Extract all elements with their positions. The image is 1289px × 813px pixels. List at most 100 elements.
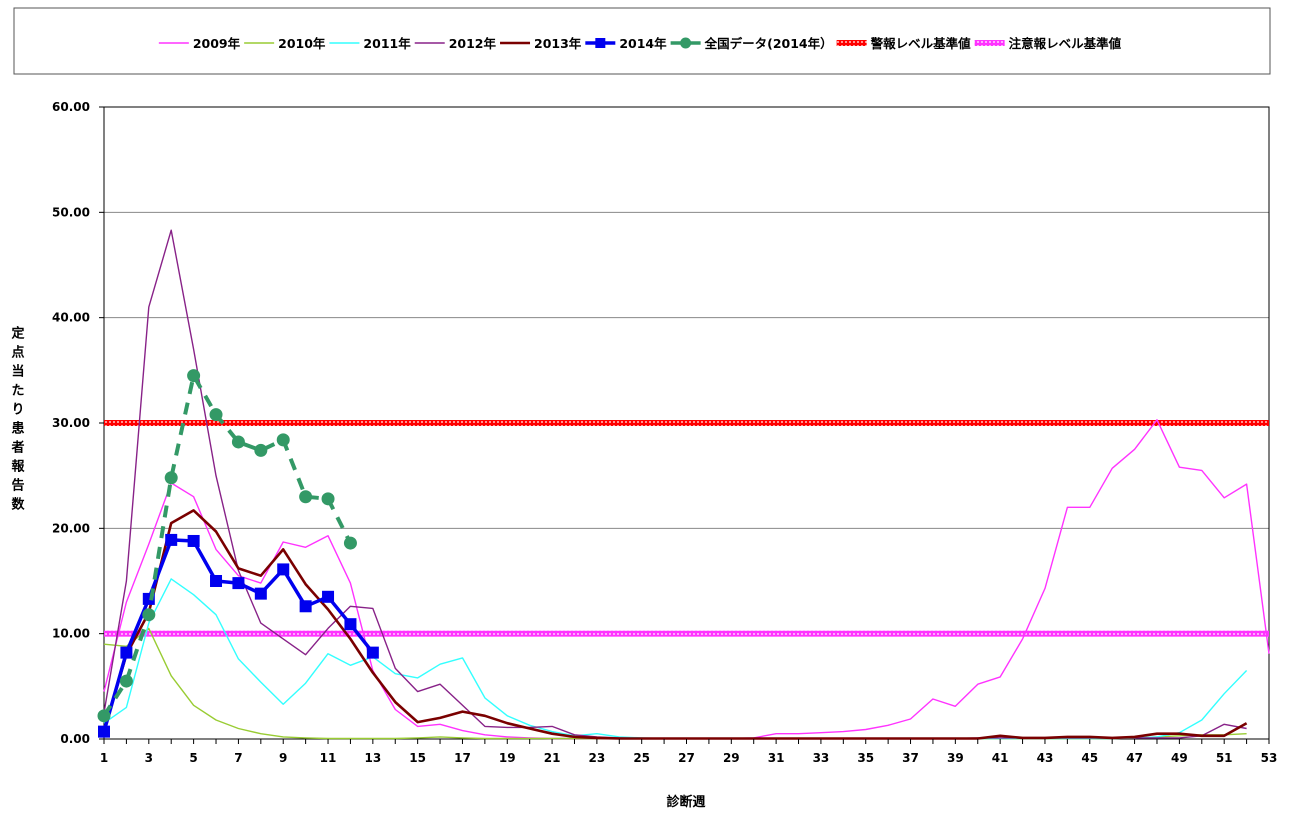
data-point bbox=[231, 435, 245, 449]
data-point bbox=[187, 369, 201, 383]
data-point bbox=[232, 577, 245, 590]
legend-item-7: 全国データ(2014年） bbox=[670, 36, 833, 51]
legend-item-4: 2012年 bbox=[414, 36, 497, 51]
x-tick-label: 45 bbox=[1081, 751, 1098, 765]
y-tick-label: 0.00 bbox=[60, 732, 90, 746]
reference-lines bbox=[104, 420, 1269, 637]
legend-item-8: 警報レベル基準値 bbox=[836, 36, 972, 51]
x-tick-label: 31 bbox=[768, 751, 785, 765]
x-tick-label: 25 bbox=[633, 751, 650, 765]
x-tick-label: 51 bbox=[1216, 751, 1233, 765]
x-tick-label: 47 bbox=[1126, 751, 1143, 765]
data-point bbox=[343, 536, 357, 550]
data-point bbox=[299, 490, 313, 504]
y-tick-label: 30.00 bbox=[52, 416, 90, 430]
x-tick-label: 33 bbox=[813, 751, 830, 765]
alarm-level-line bbox=[104, 420, 1269, 426]
x-axis-title: 診断週 bbox=[666, 794, 705, 810]
y-axis-title: 定点当たり患者報告数 bbox=[10, 326, 25, 513]
x-tick-label: 5 bbox=[189, 751, 197, 765]
legend-item-6: 2014年 bbox=[585, 36, 667, 51]
data-point bbox=[165, 533, 178, 546]
legend-label: 2013年 bbox=[534, 36, 582, 51]
data-point bbox=[210, 575, 223, 587]
x-tick-label: 21 bbox=[544, 751, 561, 765]
data-point bbox=[344, 618, 357, 631]
data-point bbox=[98, 725, 110, 738]
legend-label: 注意報レベル基準値 bbox=[1009, 36, 1122, 51]
legend-item-9: 注意報レベル基準値 bbox=[974, 36, 1122, 51]
series-line bbox=[102, 373, 353, 717]
data-point bbox=[119, 674, 133, 688]
data-point bbox=[142, 608, 156, 622]
x-tick-label: 41 bbox=[992, 751, 1009, 765]
legend-marker bbox=[680, 37, 692, 49]
series-4 bbox=[102, 509, 1248, 740]
series-lines bbox=[97, 229, 1270, 740]
data-point bbox=[254, 587, 267, 600]
series-2 bbox=[103, 578, 1248, 740]
legend-swatch bbox=[836, 40, 867, 46]
data-point bbox=[277, 563, 290, 576]
legend-box bbox=[13, 7, 1271, 75]
x-tick-label: 19 bbox=[499, 751, 516, 765]
series-line bbox=[103, 578, 1248, 740]
y-tick-label: 10.00 bbox=[52, 627, 90, 641]
series-line bbox=[102, 509, 1248, 740]
legend-item-1: 2009年 bbox=[158, 36, 241, 51]
data-point bbox=[164, 471, 178, 485]
series-5 bbox=[98, 533, 379, 738]
y-tick-label: 50.00 bbox=[52, 205, 90, 219]
data-point bbox=[366, 646, 379, 659]
legend-label: 全国データ(2014年） bbox=[704, 36, 833, 51]
legend-item-2: 2010年 bbox=[244, 36, 326, 51]
caution-level-line bbox=[104, 630, 1269, 637]
data-point bbox=[299, 600, 312, 613]
legend-swatch bbox=[974, 40, 1005, 46]
legend-label: 2010年 bbox=[278, 36, 326, 51]
series-line bbox=[103, 229, 1247, 740]
legend-label: 2011年 bbox=[363, 36, 411, 51]
data-point bbox=[322, 590, 335, 603]
x-tick-label: 49 bbox=[1171, 751, 1188, 765]
legend-item-5: 2013年 bbox=[500, 36, 582, 51]
data-point bbox=[254, 443, 268, 457]
series-1 bbox=[103, 627, 1247, 740]
legend: 2009年 2010年 2011年 2012年 2013年 2014年 全国データ(2014… bbox=[158, 36, 1122, 51]
x-tick-label: 39 bbox=[947, 751, 964, 765]
data-point bbox=[120, 646, 133, 659]
legend-label: 警報レベル基準値 bbox=[870, 36, 972, 51]
data-point bbox=[97, 709, 111, 723]
x-tick-label: 29 bbox=[723, 751, 740, 765]
legend-label: 2012年 bbox=[449, 36, 497, 51]
legend-label: 2014年 bbox=[619, 36, 667, 51]
data-point bbox=[321, 492, 335, 506]
x-tick-label: 37 bbox=[902, 751, 919, 765]
x-axis: 1 3 5 7 9 11 13 15 17 19 21 23 25 27 29 31 33 35 37 39 41 43 4… bbox=[100, 739, 1278, 765]
series-0 bbox=[103, 419, 1270, 740]
x-tick-label: 3 bbox=[145, 751, 153, 765]
series-line bbox=[103, 627, 1247, 740]
legend-item-3: 2011年 bbox=[329, 36, 411, 51]
data-point bbox=[276, 433, 290, 447]
x-tick-label: 43 bbox=[1037, 751, 1054, 765]
data-point bbox=[209, 408, 223, 422]
x-tick-label: 13 bbox=[364, 751, 381, 765]
y-tick-label: 20.00 bbox=[52, 521, 90, 535]
x-tick-label: 7 bbox=[234, 751, 242, 765]
x-tick-label: 23 bbox=[589, 751, 606, 765]
x-tick-label: 27 bbox=[678, 751, 695, 765]
series-3 bbox=[103, 229, 1247, 740]
x-tick-label: 53 bbox=[1261, 751, 1278, 765]
series-6 bbox=[97, 369, 357, 723]
y-tick-label: 60.00 bbox=[52, 100, 90, 114]
y-axis: 0.00 10.00 20.00 30.00 40.00 50.00 60.00 bbox=[52, 100, 104, 746]
y-tick-label: 40.00 bbox=[52, 311, 90, 325]
x-tick-label: 1 bbox=[100, 751, 108, 765]
x-tick-label: 11 bbox=[320, 751, 337, 765]
x-tick-label: 17 bbox=[454, 751, 471, 765]
x-tick-label: 35 bbox=[857, 751, 874, 765]
x-tick-label: 15 bbox=[409, 751, 426, 765]
series-line bbox=[103, 419, 1270, 740]
